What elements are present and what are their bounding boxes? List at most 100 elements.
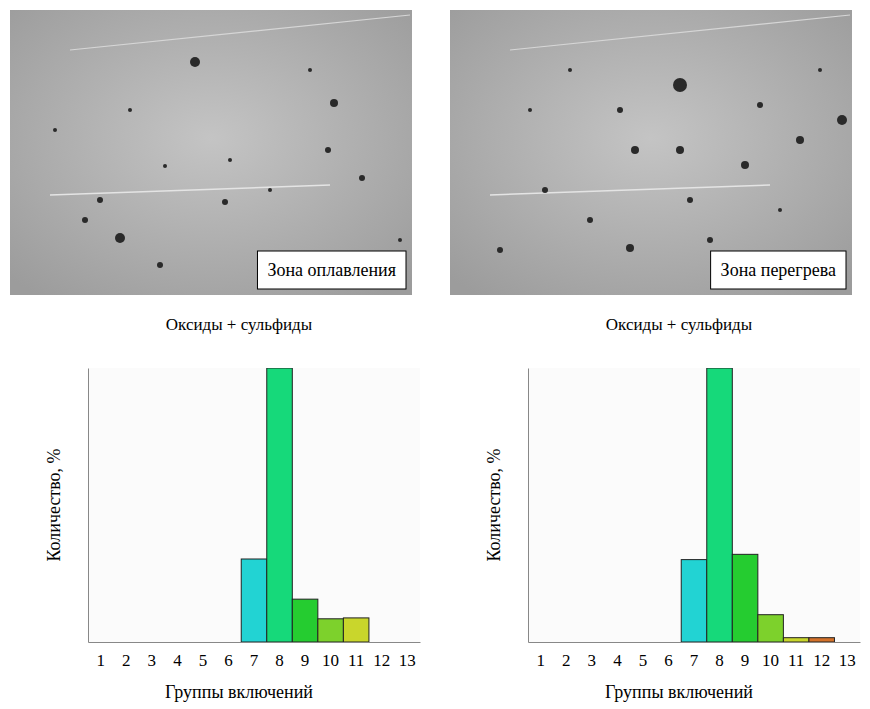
inclusion — [757, 102, 763, 108]
bar — [139, 642, 165, 643]
inclusion — [359, 175, 365, 181]
bar — [343, 618, 369, 642]
y-axis-line — [528, 369, 529, 643]
zone-label: Зона оплавления — [267, 260, 396, 280]
inclusion — [325, 147, 331, 153]
x-tick: 3 — [148, 642, 157, 670]
bar — [630, 642, 656, 643]
x-tick-label: 6 — [664, 651, 673, 670]
x-tick-label: 9 — [741, 651, 750, 670]
chart-title: Оксиды + сульфиды — [606, 315, 753, 334]
x-tick: 8 — [715, 642, 724, 670]
figure: Зона оплавления12345678910111213Оксиды +… — [0, 0, 870, 709]
x-tick-label: 8 — [715, 651, 724, 670]
x-tick-label: 6 — [224, 651, 233, 670]
x-tick: 10 — [322, 642, 339, 670]
x-tick: 12 — [373, 642, 390, 670]
inclusion — [741, 161, 749, 169]
zone-label: Зона перегрева — [721, 260, 836, 280]
inclusion — [687, 197, 693, 203]
x-tick: 13 — [839, 642, 856, 670]
inclusion — [796, 136, 804, 144]
bar — [165, 642, 191, 643]
inclusion — [157, 262, 163, 268]
x-tick: 9 — [741, 642, 750, 670]
scratch — [50, 185, 330, 195]
inclusion — [568, 68, 572, 72]
x-tick-label: 11 — [788, 651, 804, 670]
scratch — [70, 15, 410, 50]
inclusion — [308, 68, 312, 72]
x-axis: 12345678910111213 — [89, 642, 421, 670]
inclusion — [268, 188, 272, 192]
bar — [732, 554, 758, 642]
micrograph-background — [10, 10, 412, 295]
bar — [681, 560, 707, 642]
x-tick: 6 — [224, 642, 233, 670]
panel: Зона перегрева12345678910111213Оксиды + … — [450, 10, 861, 702]
x-tick: 7 — [690, 642, 699, 670]
micrograph: Зона оплавления — [10, 10, 412, 295]
bar — [114, 642, 140, 643]
inclusion — [222, 199, 228, 205]
x-tick-label: 12 — [813, 651, 830, 670]
x-tick-label: 13 — [839, 651, 856, 670]
bar — [758, 615, 784, 642]
x-tick-label: 8 — [275, 651, 284, 670]
x-tick-label: 1 — [537, 651, 546, 670]
x-tick: 5 — [199, 642, 208, 670]
x-tick: 10 — [762, 642, 779, 670]
bar — [267, 368, 293, 642]
inclusion — [163, 164, 167, 168]
x-tick: 11 — [788, 642, 804, 670]
inclusion — [497, 247, 503, 253]
panel: Зона оплавления12345678910111213Оксиды +… — [10, 10, 421, 702]
inclusion — [97, 197, 103, 203]
scratch — [510, 15, 850, 50]
inclusion — [330, 99, 338, 107]
inclusion — [398, 238, 402, 242]
x-tick-label: 10 — [762, 651, 779, 670]
inclusion — [778, 208, 782, 212]
chart-title: Оксиды + сульфиды — [166, 315, 313, 334]
bar — [369, 642, 395, 643]
inclusion — [115, 233, 125, 243]
x-tick: 3 — [588, 642, 597, 670]
x-tick-label: 12 — [373, 651, 390, 670]
x-tick-label: 3 — [588, 651, 597, 670]
bar — [394, 642, 420, 643]
bar — [809, 638, 835, 642]
x-tick-label: 13 — [399, 651, 416, 670]
x-tick: 2 — [122, 642, 131, 670]
x-tick-label: 1 — [97, 651, 106, 670]
inclusion — [707, 237, 713, 243]
x-tick-label: 7 — [690, 651, 699, 670]
x-tick-label: 5 — [639, 651, 648, 670]
bar — [88, 642, 114, 643]
inclusion — [673, 78, 687, 92]
bar — [656, 642, 682, 643]
x-tick-label: 3 — [148, 651, 157, 670]
x-tick: 8 — [275, 642, 284, 670]
x-axis-title: Группы включений — [605, 682, 753, 702]
y-axis-line — [88, 369, 89, 643]
inclusion — [190, 57, 200, 67]
scratch — [490, 185, 770, 195]
x-tick-label: 10 — [322, 651, 339, 670]
x-tick-label: 4 — [173, 651, 182, 670]
inclusion — [128, 108, 132, 112]
y-axis-title: Количество, % — [484, 448, 504, 561]
x-axis: 12345678910111213 — [529, 642, 861, 670]
inclusion — [542, 187, 548, 193]
bar — [190, 642, 216, 643]
x-tick-label: 11 — [348, 651, 364, 670]
bars — [681, 368, 834, 642]
x-tick: 11 — [348, 642, 364, 670]
x-tick: 13 — [399, 642, 416, 670]
x-tick-label: 4 — [613, 651, 622, 670]
bar — [318, 619, 344, 642]
inclusion — [626, 244, 634, 252]
zone-label-box — [711, 251, 846, 289]
bar — [579, 642, 605, 643]
x-tick: 1 — [97, 642, 106, 670]
